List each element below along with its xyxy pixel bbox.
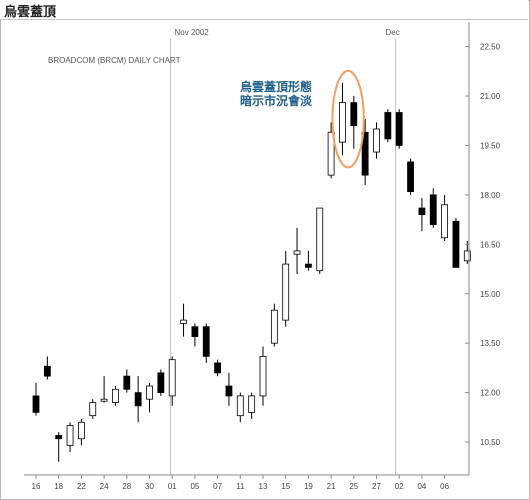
candle-body-down: [407, 161, 414, 192]
y-tick-label: 19.50: [480, 141, 501, 150]
y-tick-label: 18.00: [480, 191, 501, 200]
y-tick-label: 21.00: [480, 92, 501, 101]
candle-body-down: [418, 207, 426, 216]
candle-body-up: [236, 395, 244, 417]
x-tick-label: 06: [440, 482, 449, 491]
x-tick-label: 05: [190, 482, 199, 491]
candle-body-down: [395, 112, 403, 146]
x-tick-label: 13: [259, 482, 268, 491]
candle-body-up: [146, 385, 153, 400]
candle-body-down: [123, 375, 131, 390]
candle-body-up: [293, 250, 301, 255]
candle-body-up: [259, 355, 267, 397]
labels-group: Nov 2002 Dec BROADCOM (BRCM) DAILY CHART 烏雲…: [48, 28, 400, 108]
x-tick-label: 04: [417, 482, 426, 491]
x-tick-label: 01: [168, 482, 177, 491]
x-tick-label: 21: [327, 482, 336, 491]
x-tick-label: 11: [236, 482, 245, 491]
month-label-nov: Nov 2002: [175, 28, 210, 37]
x-tick-label: 25: [349, 482, 358, 491]
candle-body-down: [202, 326, 210, 357]
y-tick-label: 15.00: [480, 290, 501, 299]
candle-body-down: [384, 112, 392, 140]
candle-body-up: [66, 425, 74, 446]
x-tick-label: 30: [145, 482, 154, 491]
x-tick-label: 18: [54, 482, 63, 491]
candle-body-down: [452, 220, 460, 268]
y-tick-label: 12.00: [480, 389, 501, 398]
x-tick-label: 07: [213, 482, 222, 491]
x-tick-label: 27: [372, 482, 381, 491]
candle-body-up: [78, 421, 85, 440]
candle-body-up: [168, 359, 176, 397]
x-tick-label: 16: [32, 482, 41, 491]
candle-body-up: [316, 207, 324, 272]
candle-body-down: [43, 365, 51, 377]
candles-group: [32, 82, 471, 462]
x-tick-label: 19: [304, 482, 313, 491]
axes-group: 10.50 12.00 13.50 15.00 16.50 18.00 19.50 21.00…: [24, 22, 501, 491]
candle-body-up: [89, 402, 97, 417]
x-tick-label: 15: [281, 482, 290, 491]
annotation-line-2: 暗示市況會淡: [240, 93, 313, 108]
title-bar: 烏雲蓋頂: [0, 0, 528, 20]
annotation-line-1: 烏雲蓋頂形態: [240, 79, 312, 94]
candle-body-down: [361, 131, 369, 176]
chart-title: BROADCOM (BRCM) DAILY CHART: [48, 56, 181, 65]
candle-body-up: [441, 204, 449, 239]
candle-body-down: [214, 362, 222, 374]
month-divider-lines: [170, 38, 396, 475]
candle-body-up: [270, 309, 278, 344]
candle-body-down: [55, 435, 63, 440]
x-tick-label: 28: [122, 482, 131, 491]
candle-body-up: [339, 102, 346, 143]
candle-body-up: [100, 398, 108, 402]
candle-body-up: [248, 395, 256, 413]
y-tick-label: 13.50: [480, 339, 501, 348]
x-tick-label: 22: [77, 482, 86, 491]
highlight-group: [331, 69, 365, 169]
candle-body-up: [282, 263, 290, 321]
candle-body-down: [350, 102, 358, 127]
x-tick-label: 02: [395, 482, 404, 491]
window-title: 烏雲蓋頂: [4, 5, 57, 20]
highlight-ellipse: [331, 69, 365, 169]
candle-body-down: [134, 392, 142, 407]
candle-body-down: [32, 395, 40, 413]
month-label-dec: Dec: [386, 28, 400, 37]
y-tick-label: 16.50: [480, 240, 501, 249]
candle-body-down: [429, 194, 437, 225]
candle-body-down: [157, 372, 165, 394]
candle-body-up: [112, 388, 119, 403]
y-tick-label: 10.50: [480, 438, 501, 447]
candle-body-down: [191, 326, 199, 337]
x-tick-label: 24: [100, 482, 109, 491]
y-tick-label: 22.50: [480, 43, 501, 52]
candle-body-up: [373, 128, 380, 153]
candle-body-up: [463, 250, 471, 262]
candle-body-down: [304, 263, 312, 268]
candle-body-down: [225, 385, 233, 397]
candle-body-up: [327, 131, 335, 176]
candle-body-up: [180, 319, 187, 324]
